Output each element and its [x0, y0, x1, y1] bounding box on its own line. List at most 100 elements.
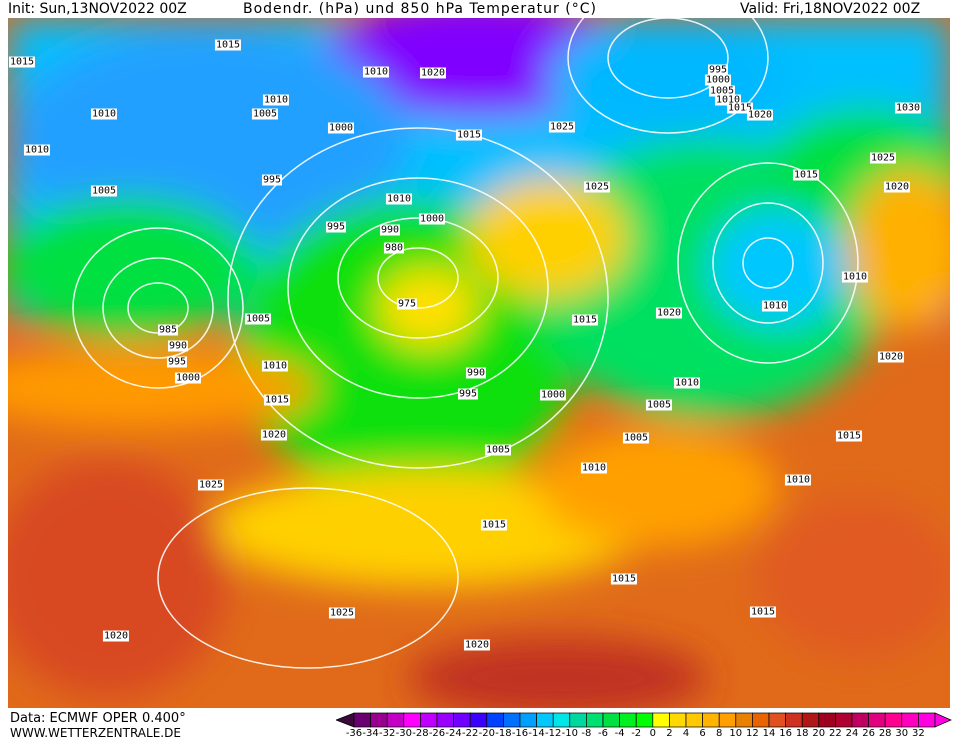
- legend-swatch: [884, 712, 903, 728]
- legend-swatch: [835, 712, 853, 728]
- legend-tick: -22: [462, 728, 479, 739]
- isobar-label: 995: [707, 64, 729, 76]
- legend-tick: 4: [682, 728, 690, 739]
- website: WWW.WETTERZENTRALE.DE: [10, 726, 181, 740]
- legend-swatch: [735, 712, 753, 728]
- legend-tick: -16: [511, 728, 529, 739]
- legend-swatch: [353, 712, 371, 728]
- legend-swatch: [685, 712, 703, 728]
- legend-tick: 2: [666, 728, 673, 739]
- legend-tick: -32: [379, 728, 396, 739]
- legend-tick: 24: [845, 728, 859, 739]
- isobar-label: 1020: [877, 351, 905, 363]
- isobar-label: 1020: [260, 429, 288, 441]
- isobar-label: 1000: [418, 213, 446, 225]
- isobar-label: 985: [157, 324, 179, 336]
- isobar-label: 1015: [792, 169, 820, 181]
- isobar-label: 1020: [655, 307, 683, 319]
- legend-swatch: [752, 712, 770, 728]
- isobar-label: 990: [379, 224, 401, 236]
- legend-tick: -2: [631, 728, 642, 739]
- isobar-label: 975: [396, 298, 418, 310]
- isobar-label: 1025: [328, 607, 356, 619]
- legend-swatch: [420, 712, 438, 728]
- legend-tick: -12: [545, 728, 562, 739]
- isobar-label: 1010: [90, 108, 118, 120]
- legend-swatch: [486, 712, 504, 728]
- legend-tick: 26: [862, 728, 875, 739]
- legend-tick: -24: [445, 728, 462, 739]
- legend-tick: -26: [428, 728, 446, 739]
- legend-swatch: [403, 712, 421, 728]
- map-title: Bodendr. (hPa) und 850 hPa Temperatur (°…: [243, 1, 597, 17]
- legend-swatch: [370, 712, 388, 728]
- legend-swatch: [436, 712, 454, 728]
- isobar-label: 1010: [784, 474, 812, 486]
- isobar-label: 1015: [610, 573, 638, 585]
- isobar-label: 1020: [883, 181, 911, 193]
- legend-swatch: [469, 712, 488, 728]
- legend-swatch: [536, 712, 554, 728]
- valid-time: Valid: Fri,18NOV2022 00Z: [740, 1, 921, 17]
- isobar-label: 1005: [244, 313, 272, 325]
- isobar-label: 1010: [362, 66, 390, 78]
- isobar-label: 1005: [708, 85, 736, 97]
- data-source: Data: ECMWF OPER 0.400°: [10, 711, 186, 726]
- isobar-label: 1015: [835, 430, 863, 442]
- isobar-label: 1020: [419, 67, 447, 79]
- legend-swatch: [453, 712, 471, 728]
- isobar-label: 1025: [548, 121, 576, 133]
- isobar-label: 1000: [539, 389, 567, 401]
- legend-tick: -34: [362, 728, 379, 739]
- legend-tick: -6: [598, 728, 608, 739]
- isobar-label: 1000: [174, 372, 202, 384]
- legend-tick: 8: [716, 728, 723, 739]
- legend-arrow-max: [934, 712, 952, 728]
- isobar-label: 1010: [23, 144, 51, 156]
- isobar-label: 1005: [622, 432, 650, 444]
- legend-tick: 32: [912, 728, 925, 739]
- legend-tick: -30: [395, 728, 412, 739]
- isobar-label: 1010: [261, 360, 289, 372]
- legend-swatch: [619, 712, 637, 728]
- color-legend: [336, 712, 952, 728]
- isobar-label: 990: [465, 367, 487, 379]
- legend-swatch: [669, 712, 687, 728]
- isobar-label: 1015: [455, 129, 483, 141]
- legend-swatch: [602, 712, 620, 728]
- isobar-label: 1015: [8, 56, 36, 68]
- isobar-label: 1010: [714, 94, 742, 106]
- weather-map: 1015 1015 1010 1020 1010 1005 1010 1000 1015 1025…: [8, 18, 950, 708]
- isobar-label: 1025: [197, 479, 225, 491]
- isobar-label: 1015: [263, 394, 291, 406]
- legend-tick: 16: [779, 728, 792, 739]
- legend-swatch: [652, 712, 670, 728]
- temperature-field: [8, 18, 950, 708]
- isobar-label: 1005: [90, 185, 118, 197]
- isobar-label: 1000: [327, 122, 355, 134]
- legend-tick: -36: [345, 728, 363, 739]
- legend-swatch: [503, 712, 521, 728]
- legend-tick: 0: [649, 728, 656, 739]
- isobar-label: 995: [166, 356, 188, 368]
- legend-swatch: [918, 712, 936, 728]
- isobar-label: 1000: [704, 74, 732, 86]
- legend-tick: -20: [478, 728, 495, 739]
- isobar-label: 1010: [580, 462, 608, 474]
- legend-tick: 18: [795, 728, 809, 739]
- legend-swatch: [868, 712, 886, 728]
- isobar-label: 1020: [102, 630, 130, 642]
- isobar-label: 1025: [583, 181, 611, 193]
- legend-tick: 14: [762, 728, 776, 739]
- legend-tick: -28: [412, 728, 429, 739]
- init-time: Init: Sun,13NOV2022 00Z: [8, 1, 187, 17]
- isobar-label: 995: [325, 221, 347, 233]
- legend-tick: -4: [614, 728, 625, 739]
- legend-tick: -8: [581, 728, 592, 739]
- isobar-label: 1030: [894, 102, 922, 114]
- isobar-label: 1010: [262, 94, 290, 106]
- legend-swatch: [336, 712, 355, 728]
- isobar-label: 1015: [726, 102, 754, 114]
- legend-tick: 10: [729, 728, 743, 739]
- isobar-label: 1025: [869, 152, 897, 164]
